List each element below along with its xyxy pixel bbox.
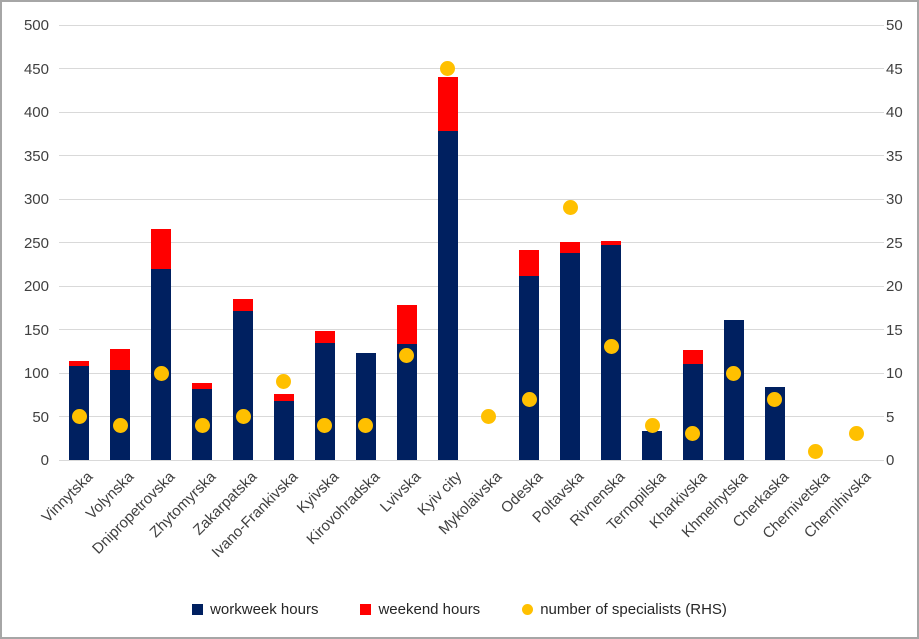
bar-workweek-hours bbox=[560, 252, 581, 460]
right-axis-tick-label: 10 bbox=[886, 365, 903, 382]
specialists-dot bbox=[194, 417, 210, 433]
bar-weekend-hours bbox=[69, 360, 90, 367]
bar-workweek-hours bbox=[642, 431, 663, 460]
legend-label-weekend-hours: weekend hours bbox=[378, 600, 481, 618]
bar-weekend-hours bbox=[437, 77, 458, 132]
specialists-dot bbox=[235, 409, 251, 424]
bar-workweek-hours bbox=[151, 268, 172, 460]
bar-weekend-hours bbox=[233, 299, 254, 312]
legend-label-workweek-hours: workweek hours bbox=[210, 600, 319, 618]
specialists-dot bbox=[358, 417, 374, 433]
legend-item-specialists: number of specialists (RHS) bbox=[522, 601, 727, 618]
bar-weekend-hours bbox=[601, 240, 622, 246]
gridline bbox=[59, 24, 884, 26]
gridline bbox=[59, 372, 884, 374]
bar-workweek-hours bbox=[355, 353, 376, 460]
bar-weekend-hours bbox=[192, 382, 213, 389]
right-axis-tick-label: 0 bbox=[886, 452, 895, 469]
left-axis-tick-label: 250 bbox=[23, 234, 49, 252]
specialists-dot bbox=[71, 409, 87, 424]
right-axis-tick-label: 5 bbox=[886, 408, 895, 426]
specialists-dot bbox=[767, 391, 783, 407]
gridline bbox=[59, 242, 884, 243]
plot-area bbox=[59, 24, 884, 461]
left-axis-tick-label: 0 bbox=[40, 452, 49, 469]
right-axis-tick-label: 50 bbox=[886, 17, 903, 34]
specialists-dot bbox=[440, 61, 456, 76]
specialists-dot bbox=[399, 348, 415, 364]
specialists-dot bbox=[276, 374, 292, 390]
gridline bbox=[59, 198, 884, 200]
specialists-dot bbox=[521, 391, 537, 407]
legend-item-weekend-hours: weekend hours bbox=[360, 601, 480, 618]
legend-item-workweek-hours: workweek hours bbox=[192, 601, 318, 618]
left-axis-tick-label: 350 bbox=[23, 147, 49, 165]
gridline bbox=[59, 329, 884, 330]
specialists-dot bbox=[112, 417, 128, 433]
bar-workweek-hours bbox=[437, 131, 458, 460]
bar-workweek-hours bbox=[233, 311, 254, 460]
specialists-dot bbox=[644, 417, 660, 433]
left-axis-tick-label: 400 bbox=[23, 104, 49, 121]
gridline bbox=[59, 416, 884, 417]
specialists-dot bbox=[849, 426, 865, 442]
specialists-dot bbox=[808, 443, 824, 459]
left-axis-tick-label: 200 bbox=[23, 278, 49, 295]
left-axis-tick-label: 50 bbox=[32, 408, 49, 426]
bar-workweek-hours bbox=[110, 369, 131, 460]
bar-workweek-hours bbox=[519, 276, 540, 460]
specialists-swatch-icon bbox=[522, 603, 534, 615]
specialists-dot bbox=[685, 426, 701, 442]
left-axis-tick-label: 450 bbox=[23, 60, 49, 78]
specialists-dot bbox=[562, 200, 578, 216]
left-axis-tick-label: 500 bbox=[23, 17, 49, 34]
bar-workweek-hours bbox=[314, 343, 335, 460]
specialists-dot bbox=[317, 417, 333, 433]
right-axis-tick-label: 15 bbox=[886, 321, 903, 339]
gridline bbox=[59, 285, 884, 287]
gridline bbox=[59, 459, 884, 461]
bar-weekend-hours bbox=[151, 228, 172, 269]
gridline bbox=[59, 155, 884, 156]
right-axis-tick-label: 45 bbox=[886, 60, 903, 78]
bar-weekend-hours bbox=[110, 348, 131, 370]
right-axis-tick-label: 30 bbox=[886, 191, 903, 208]
specialists-dot bbox=[153, 365, 169, 381]
bar-weekend-hours bbox=[560, 241, 581, 253]
workweek-hours-swatch-icon bbox=[192, 603, 204, 615]
bar-weekend-hours bbox=[682, 349, 703, 365]
right-axis-tick-label: 25 bbox=[886, 234, 903, 252]
gridline bbox=[59, 68, 884, 69]
right-axis-tick-label: 35 bbox=[886, 147, 903, 165]
left-axis-tick-label: 150 bbox=[23, 321, 49, 339]
bar-workweek-hours bbox=[396, 344, 417, 460]
legend-label-specialists: number of specialists (RHS) bbox=[540, 600, 727, 618]
bar-workweek-hours bbox=[723, 319, 744, 460]
gridline bbox=[59, 111, 884, 113]
bar-weekend-hours bbox=[519, 250, 540, 277]
bar-workweek-hours bbox=[682, 364, 703, 460]
legend: workweek hours weekend hours number of s… bbox=[2, 594, 917, 624]
right-axis-tick-label: 40 bbox=[886, 104, 903, 121]
bar-weekend-hours bbox=[273, 393, 294, 401]
left-axis-tick-label: 300 bbox=[23, 191, 49, 208]
left-axis-tick-label: 100 bbox=[23, 365, 49, 382]
weekend-hours-swatch-icon bbox=[360, 603, 372, 615]
specialists-dot bbox=[726, 365, 742, 381]
bar-workweek-hours bbox=[273, 400, 294, 460]
specialists-dot bbox=[603, 339, 619, 355]
bar-weekend-hours bbox=[396, 305, 417, 345]
bar-weekend-hours bbox=[314, 331, 335, 344]
right-axis-tick-label: 20 bbox=[886, 278, 903, 295]
specialists-dot bbox=[480, 409, 496, 424]
